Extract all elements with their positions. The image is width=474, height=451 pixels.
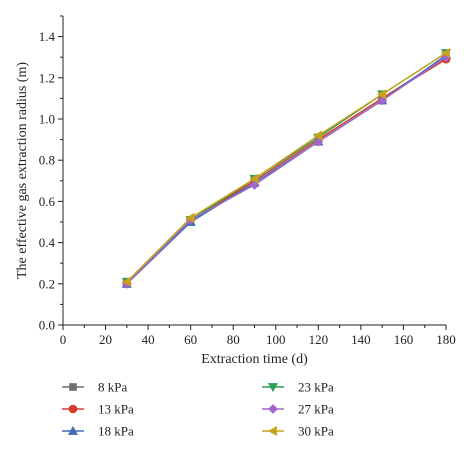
legend-item: 30 kPa [262, 424, 334, 439]
series-23-kpa [121, 49, 452, 287]
legend-item: 23 kPa [262, 380, 334, 395]
y-ticks: 0.0 0.2 0.4 0.6 0.8 1.0 1.2 1.4 [39, 15, 63, 333]
legend-item: 27 kPa [262, 402, 334, 417]
y-axis-title: The effective gas extraction radius (m) [15, 62, 30, 279]
legend-item: 8 kPa [62, 380, 127, 395]
legend-marker [267, 383, 279, 393]
x-ticks: 0 20 40 60 80 100 120 140 160 180 [60, 325, 456, 347]
series-line [126, 56, 447, 285]
x-tick-label: 100 [266, 332, 286, 347]
y-tick-label: 0.2 [39, 276, 55, 291]
data-point [185, 212, 195, 223]
legend-marker [267, 425, 277, 437]
x-tick-label: 20 [99, 332, 112, 347]
x-tick-label: 0 [60, 332, 67, 347]
series-layer [121, 48, 452, 289]
y-tick-label: 0.6 [39, 194, 56, 209]
data-point [377, 89, 387, 100]
legend-item: 13 kPa [62, 402, 134, 417]
y-tick-label: 1.4 [39, 29, 56, 44]
y-tick-label: 1.2 [39, 70, 55, 85]
legend-label: 8 kPa [98, 380, 127, 395]
series-line [126, 52, 447, 283]
series-27-kpa [121, 52, 451, 289]
data-point [440, 48, 450, 59]
y-tick-label: 1.0 [39, 112, 55, 127]
x-axis-title: Extraction time (d) [201, 352, 308, 367]
series-line [126, 56, 447, 285]
legend-label: 18 kPa [98, 424, 134, 439]
series-13-kpa [122, 54, 451, 289]
data-point [249, 173, 259, 184]
data-point [313, 130, 323, 141]
series-18-kpa [121, 50, 452, 288]
y-tick-label: 0.0 [39, 318, 55, 333]
legend-marker [268, 404, 278, 414]
x-tick-label: 160 [394, 332, 414, 347]
x-tick-label: 120 [309, 332, 329, 347]
legend-label: 23 kPa [298, 380, 334, 395]
legend-marker [69, 383, 77, 391]
x-tick-label: 80 [227, 332, 240, 347]
series-30-kpa [121, 48, 450, 287]
x-tick-label: 140 [351, 332, 371, 347]
legend-label: 30 kPa [298, 424, 334, 439]
legend-label: 13 kPa [98, 402, 134, 417]
legend: 8 kPa 13 kPa 18 kPa 23 kPa 27 kPa 30 kPa [62, 380, 334, 439]
legend-marker [68, 404, 78, 414]
x-tick-label: 180 [436, 332, 456, 347]
data-point [121, 276, 131, 287]
x-tick-label: 60 [184, 332, 197, 347]
plot-area: 0 20 40 60 80 100 120 140 160 180 0.0 0.2 0.4 0.6 0.8… [39, 15, 456, 347]
legend-marker [67, 425, 79, 435]
series-line [126, 58, 447, 285]
y-tick-label: 0.8 [39, 153, 55, 168]
x-tick-label: 40 [142, 332, 155, 347]
legend-label: 27 kPa [298, 402, 334, 417]
y-tick-label: 0.4 [39, 235, 56, 250]
legend-item: 18 kPa [62, 424, 134, 439]
